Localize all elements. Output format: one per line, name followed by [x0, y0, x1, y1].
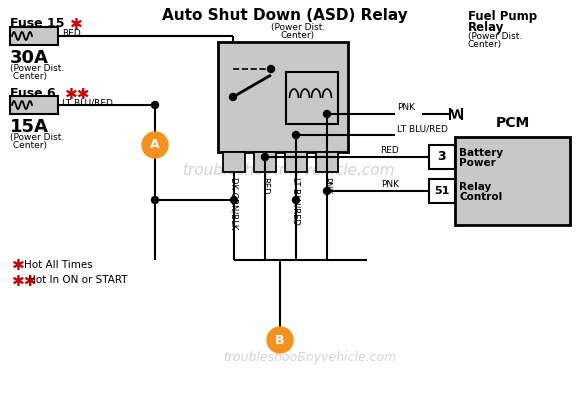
Text: Center): Center)	[10, 141, 47, 150]
Bar	[286, 72, 338, 124]
Circle shape	[151, 196, 158, 204]
Text: PCM: PCM	[495, 116, 530, 130]
Text: LT BLU/RED: LT BLU/RED	[292, 177, 300, 225]
Text: PNK: PNK	[397, 103, 415, 112]
Text: Center): Center)	[10, 72, 47, 81]
Bar	[218, 42, 348, 152]
Circle shape	[142, 132, 168, 158]
Circle shape	[267, 66, 274, 72]
Circle shape	[262, 154, 269, 160]
Text: Battery: Battery	[459, 148, 503, 158]
Text: troubleshooБnyvehicle.com: troubleshooБnyvehicle.com	[223, 352, 397, 364]
Circle shape	[324, 110, 331, 118]
Text: (Power Dist.: (Power Dist.	[468, 32, 522, 41]
Text: Center): Center)	[468, 40, 502, 49]
Text: Relay: Relay	[459, 182, 491, 192]
Text: (Power Dist.: (Power Dist.	[10, 64, 64, 73]
Circle shape	[324, 188, 331, 194]
Text: Hot In ON or START: Hot In ON or START	[28, 275, 128, 285]
Circle shape	[151, 102, 158, 108]
Text: Fuse 6: Fuse 6	[10, 87, 56, 100]
Bar	[429, 179, 455, 203]
Circle shape	[230, 94, 237, 100]
Text: PNK: PNK	[322, 177, 332, 194]
Circle shape	[292, 196, 299, 204]
Text: ✱✱: ✱✱	[12, 274, 38, 290]
Bar	[455, 137, 570, 225]
Text: Fuse 15: Fuse 15	[10, 17, 64, 30]
Text: 51: 51	[434, 186, 450, 196]
Text: A: A	[150, 138, 160, 152]
Text: ✱✱: ✱✱	[65, 87, 90, 102]
Bar	[10, 27, 58, 45]
Circle shape	[292, 132, 299, 138]
Text: RED: RED	[62, 28, 81, 38]
Text: Control: Control	[459, 192, 502, 202]
Text: Hot All Times: Hot All Times	[24, 260, 93, 270]
Text: B: B	[276, 334, 285, 346]
Text: ✱: ✱	[12, 258, 25, 272]
Text: (Power Dist.: (Power Dist.	[10, 133, 64, 142]
Text: PNK: PNK	[381, 180, 399, 189]
Text: (Power Dist.: (Power Dist.	[271, 23, 325, 32]
Text: LT BLU/RED: LT BLU/RED	[62, 98, 113, 108]
Text: 3: 3	[438, 150, 447, 164]
Bar	[429, 145, 455, 169]
Text: DK GRN/BLK: DK GRN/BLK	[230, 177, 238, 229]
Bar	[316, 152, 338, 172]
Text: troubleshootmyvehicle.com: troubleshootmyvehicle.com	[182, 162, 394, 178]
Circle shape	[267, 327, 293, 353]
Text: Relay: Relay	[468, 21, 505, 34]
Text: LT BLU/RED: LT BLU/RED	[397, 124, 448, 133]
Circle shape	[230, 196, 237, 204]
Text: 15A: 15A	[10, 118, 49, 136]
Text: 30A: 30A	[10, 49, 49, 67]
Bar	[285, 152, 307, 172]
Bar	[223, 152, 245, 172]
Text: Power: Power	[459, 158, 496, 168]
Bar	[10, 96, 58, 114]
Text: ✱: ✱	[70, 17, 83, 32]
Bar	[254, 152, 276, 172]
Text: Center): Center)	[281, 31, 315, 40]
Text: Fuel Pump: Fuel Pump	[468, 10, 537, 23]
Text: Auto Shut Down (ASD) Relay: Auto Shut Down (ASD) Relay	[162, 8, 408, 23]
Text: RED: RED	[260, 177, 270, 195]
Text: RED: RED	[380, 146, 399, 155]
